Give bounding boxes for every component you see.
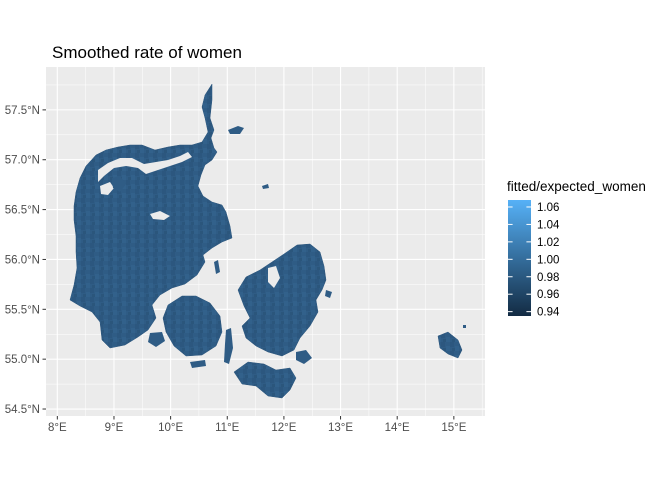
ertholmene-island [463,325,466,328]
legend: fitted/expected_women 1.06 1.04 1.02 1.00 0.… [507,179,646,319]
legend-label: 0.98 [537,272,559,284]
y-tick-label: 57.5°N [5,105,40,117]
y-tick-label: 55.5°N [5,304,40,316]
legend-label: 1.06 [537,202,559,214]
limfjord [98,152,192,182]
y-axis: 57.5°N 57.0°N 56.5°N 56.0°N 55.5°N 55.0°N 54.5… [5,105,46,416]
y-tick-label: 56.0°N [5,254,40,266]
legend-label: 0.96 [537,289,559,301]
hesselo-island [325,290,332,298]
anholt-island [262,184,269,189]
y-tick-label: 57.0°N [5,155,40,167]
y-tick-label: 54.5°N [5,404,40,416]
als-island [148,332,165,347]
lolland-region [233,361,297,399]
legend-label: 1.00 [537,254,559,266]
x-tick-label: 15°E [441,422,466,434]
y-tick-label: 56.5°N [5,205,40,217]
plot-title: Smoothed rate of women [52,43,242,62]
x-tick-label: 10°E [158,422,183,434]
legend-ticks: 1.06 1.04 1.02 1.00 0.98 0.96 0.94 [508,202,560,319]
jutland-region [69,83,233,349]
mon-island [296,350,312,364]
legend-label: 1.04 [537,219,560,231]
laeso-island [228,126,244,134]
legend-label: 1.02 [537,237,559,249]
mors-island [112,176,126,192]
funen-region [162,295,223,357]
legend-label: 0.94 [537,307,560,319]
legend-colorbar [508,200,531,316]
isefjord [268,266,280,288]
x-tick-label: 13°E [328,422,353,434]
fjord-east [150,211,170,220]
x-tick-label: 11°E [215,422,240,434]
samso-island [214,260,220,274]
bornholm-region [437,331,463,359]
zealand-region [237,243,327,357]
langeland-island [224,328,233,364]
map-panel [46,67,485,416]
denmark-map [69,83,466,399]
limfjord-inlet [100,182,114,195]
y-tick-label: 55.0°N [5,354,40,366]
x-tick-label: 9°E [105,422,124,434]
aero-island [190,360,206,368]
x-axis: 8°E 9°E 10°E 11°E 12°E 13°E 14°E 15°E [48,416,467,434]
x-tick-label: 12°E [271,422,296,434]
legend-title: fitted/expected_women [507,179,646,194]
x-tick-label: 14°E [385,422,410,434]
x-tick-label: 8°E [48,422,67,434]
